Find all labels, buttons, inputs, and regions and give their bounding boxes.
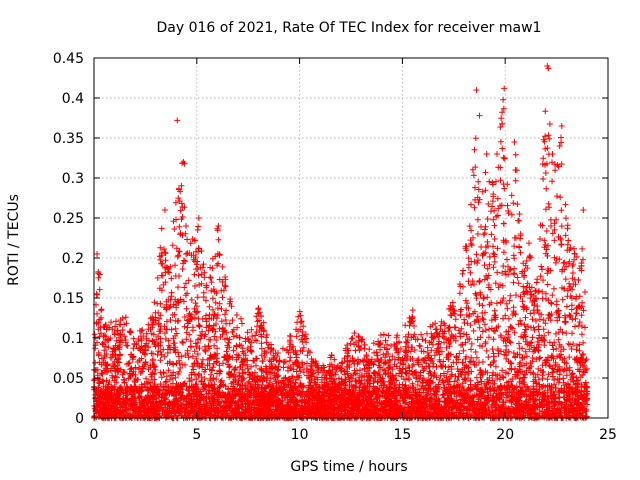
axis-ticks	[93, 57, 609, 419]
x-tick-label: 25	[599, 427, 617, 443]
x-tick-label: 20	[496, 427, 514, 443]
roti-outlier-point	[493, 151, 500, 157]
x-tick-label: 10	[291, 427, 309, 443]
y-tick-label: 0.2	[62, 251, 84, 267]
y-tick-label: 0.3	[62, 171, 84, 187]
x-tick-label: 5	[192, 427, 201, 443]
roti-outlier-point	[511, 139, 518, 145]
roti-outlier-point	[512, 167, 519, 173]
y-tick-labels: 0 0.05 0.1 0.15 0.2 0.25 0.3 0.35 0.4 0.45	[53, 51, 84, 427]
roti-outlier-point	[558, 123, 565, 129]
roti-outlier-point	[549, 151, 556, 157]
roti-outlier-point	[580, 207, 587, 213]
roti-outlier-point	[215, 223, 222, 229]
roti-outlier-point	[174, 117, 181, 124]
roti-outlier-point	[556, 143, 563, 149]
roti-outlier-point	[161, 207, 168, 213]
grid-lines	[94, 58, 608, 418]
y-tick-label: 0	[75, 411, 84, 427]
roti-outlier-point	[181, 160, 188, 167]
y-tick-label: 0.05	[53, 371, 84, 387]
y-tick-label: 0.35	[53, 131, 84, 147]
y-tick-label: 0.1	[62, 331, 84, 347]
y-tick-label: 0.45	[53, 51, 84, 67]
y-tick-label: 0.4	[62, 91, 84, 107]
roti-outlier-point	[476, 112, 483, 119]
y-axis-label: ROTI / TECUs	[6, 194, 22, 286]
x-tick-label: 0	[90, 427, 99, 443]
x-tick-label: 15	[393, 427, 411, 443]
x-axis-label: GPS time / hours	[290, 459, 407, 475]
chart-title: Day 016 of 2021, Rate Of TEC Index for r…	[157, 20, 542, 36]
y-tick-label: 0.25	[53, 211, 84, 227]
roti-outlier-point	[545, 65, 552, 72]
roti-outlier-point	[483, 151, 490, 157]
plot-border	[93, 57, 609, 419]
roti-outlier-point	[501, 85, 508, 92]
roti-outlier-point	[94, 251, 101, 257]
y-tick-label: 0.15	[53, 291, 84, 307]
roti-outlier-point	[195, 215, 202, 221]
roti-outlier-point	[516, 211, 523, 217]
x-tick-labels: 0 5 10 15 20 25	[90, 427, 617, 443]
roti-outlier-point	[473, 87, 480, 93]
